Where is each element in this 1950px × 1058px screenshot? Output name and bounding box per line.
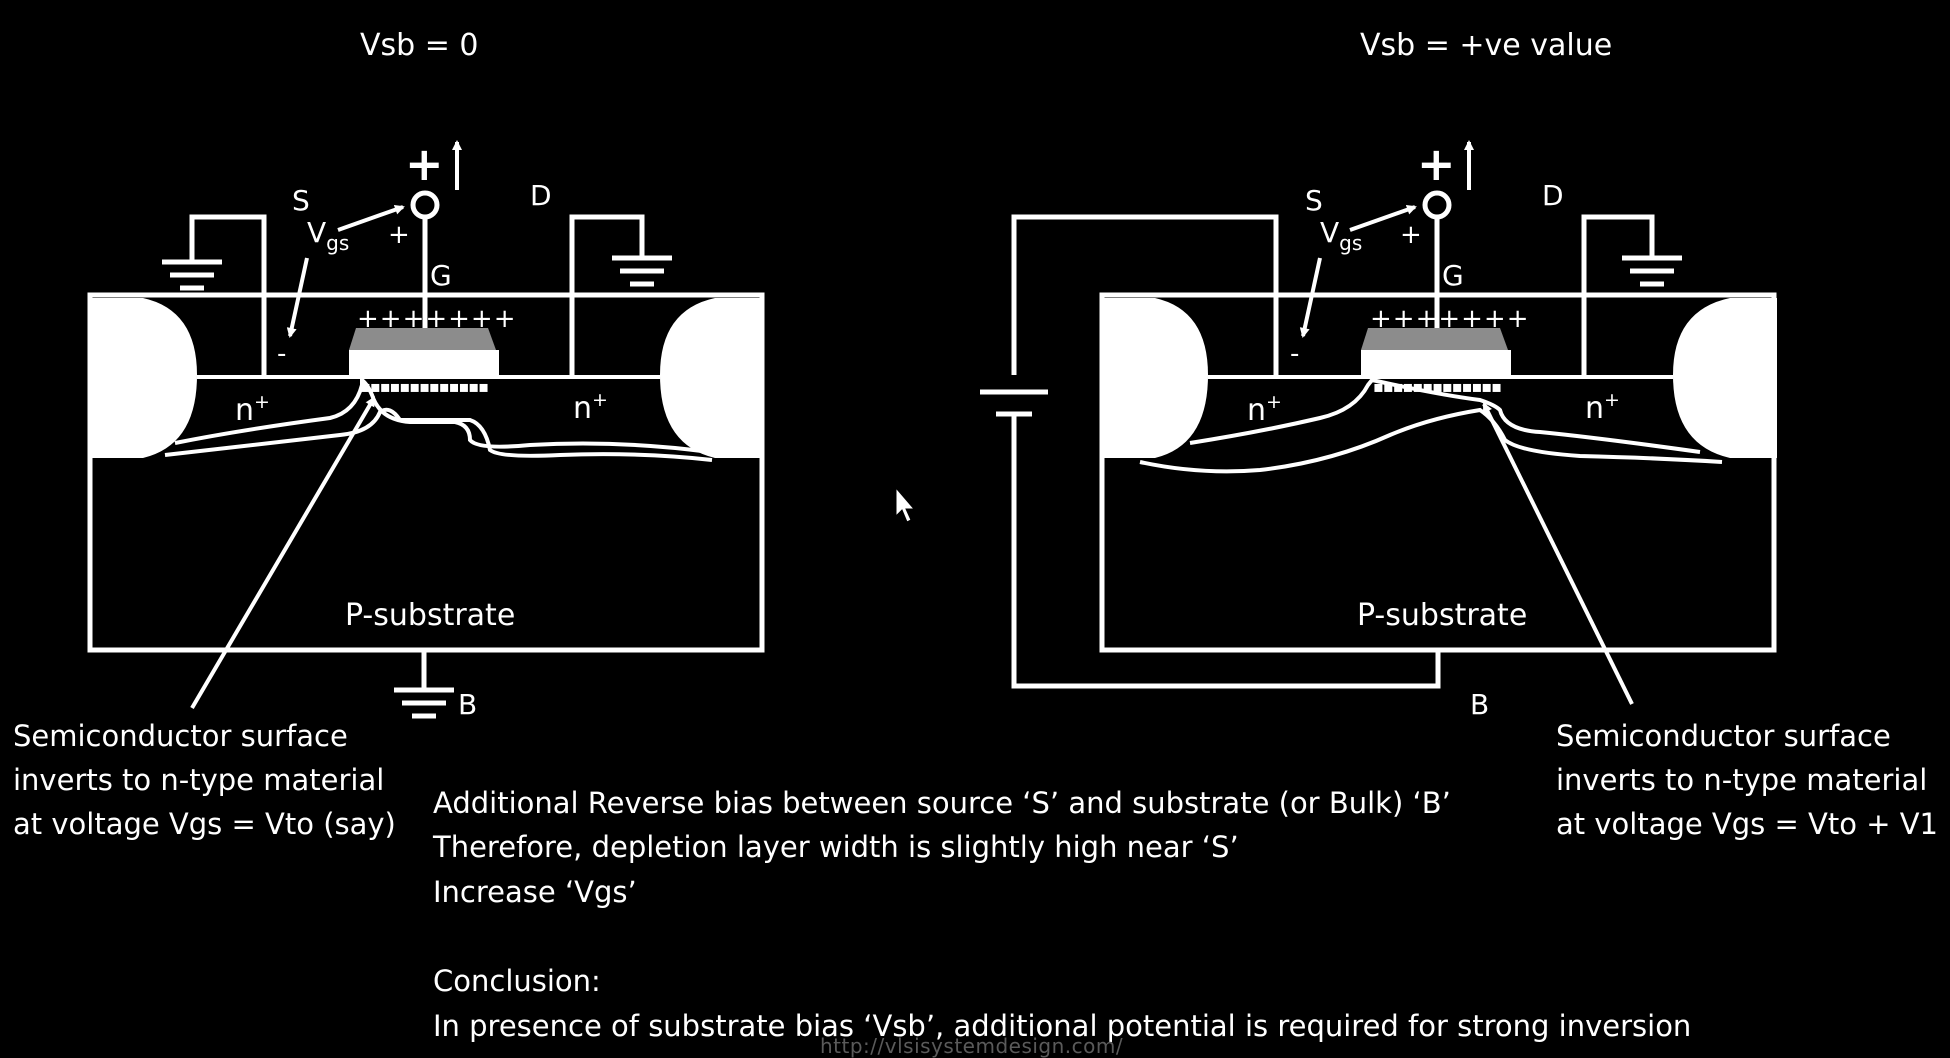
left-bulk-label: B — [458, 688, 477, 721]
right-gate-label: G — [1442, 259, 1464, 292]
right-gate-charges: +++++++ — [1370, 304, 1530, 334]
right-bulk-loop-wire — [1011, 414, 1441, 689]
right-annotation-arrow — [1482, 402, 1634, 705]
left-title: Vsb = 0 — [360, 28, 479, 63]
left-drain-wire — [569, 214, 645, 377]
left-vgs-arrow-gate — [337, 204, 405, 232]
left-vgs-arrow-source — [286, 257, 309, 338]
right-annotation-line-1: Semiconductor surface — [1556, 719, 1891, 753]
right-annotation-line-3: at voltage Vgs = Vto + V1 — [1556, 807, 1938, 841]
left-annotation-line-2: inverts to n-type material — [13, 763, 384, 797]
right-vgs-arrow-source — [1299, 257, 1322, 338]
left-annotation-line-1: Semiconductor surface — [13, 719, 348, 753]
left-source-label: S — [292, 184, 310, 217]
right-mosfet-diagram: Vsb = +ve value +++++++ ▪▪▪▪▪▪▪▪▪▪▪▪▪ + … — [980, 28, 1938, 841]
left-vgs-minus: - — [277, 339, 286, 369]
right-title: Vsb = +ve value — [1360, 28, 1612, 63]
right-drain-label: D — [1542, 179, 1564, 212]
right-vgs-arrow-gate — [1349, 204, 1417, 232]
right-source-label: S — [1305, 184, 1323, 217]
left-annotation-arrow — [190, 396, 376, 710]
right-vgs-minus: - — [1290, 339, 1299, 369]
right-depletion-outer — [1139, 407, 1723, 474]
left-gate-plus-big: + — [405, 137, 444, 191]
left-gate-label: G — [430, 259, 452, 292]
left-depletion-outer — [164, 407, 713, 462]
right-depletion-inner — [1189, 377, 1701, 454]
right-substrate-label: P-substrate — [1357, 598, 1527, 633]
left-annotation-line-3: at voltage Vgs = Vto (say) — [13, 807, 396, 841]
footer-url: http://vlsisystemdesign.com/ — [820, 1034, 1124, 1058]
left-gate-oxide — [349, 350, 499, 377]
right-channel-electrons: ▪▪▪▪▪▪▪▪▪▪▪▪▪ — [1373, 377, 1501, 396]
right-gate-plus-big: + — [1417, 137, 1456, 191]
right-n-plus-source: n+ — [1247, 391, 1282, 428]
left-substrate-label: P-substrate — [345, 598, 515, 633]
conclusion-heading: Conclusion: — [433, 964, 601, 998]
mouse-cursor-icon — [895, 486, 916, 523]
left-gate-terminal — [410, 190, 440, 220]
left-drain-label: D — [530, 179, 552, 212]
right-source-wire — [1011, 214, 1279, 377]
left-drain-ground-icon — [612, 255, 672, 287]
right-drain-ground-icon — [1622, 255, 1682, 287]
left-vgs-plus: + — [388, 220, 410, 250]
left-n-plus-drain: n+ — [573, 389, 608, 426]
right-vgs-label: Vgs — [1320, 216, 1362, 255]
explanation-line-1: Additional Reverse bias between source ‘… — [433, 786, 1451, 820]
left-vgs-label: Vgs — [307, 216, 349, 255]
left-source-ground-icon — [162, 259, 222, 291]
left-gate-metal — [349, 328, 496, 350]
explanation-line-2: Therefore, depletion layer width is slig… — [432, 830, 1239, 864]
right-drain-wire — [1581, 214, 1655, 377]
right-field-oxide-right — [1673, 298, 1777, 458]
right-battery-icon — [980, 389, 1048, 417]
left-source-wire — [189, 214, 267, 377]
left-field-oxide-left — [90, 298, 197, 458]
right-gate-oxide — [1361, 350, 1511, 377]
right-n-plus-drain: n+ — [1585, 389, 1620, 426]
conclusion-text: In presence of substrate bias ‘Vsb’, add… — [433, 1009, 1691, 1043]
left-n-plus-source: n+ — [235, 391, 270, 428]
right-bulk-label: B — [1470, 688, 1489, 721]
right-field-oxide-left — [1102, 298, 1208, 458]
left-mosfet-diagram: Vsb = 0 +++++++ ▪▪▪▪▪▪▪▪▪▪▪▪▪ + G S — [13, 28, 765, 841]
left-bulk-ground-icon — [394, 687, 454, 719]
left-depletion-inner — [174, 375, 711, 454]
left-channel-electrons: ▪▪▪▪▪▪▪▪▪▪▪▪▪ — [360, 377, 488, 396]
explanation-line-3: Increase ‘Vgs’ — [433, 875, 637, 909]
explanation-block: Additional Reverse bias between source ‘… — [432, 786, 1691, 1043]
right-vgs-plus: + — [1400, 220, 1422, 250]
right-gate-terminal — [1422, 190, 1452, 220]
left-gate-charges: +++++++ — [357, 304, 517, 334]
right-annotation-line-2: inverts to n-type material — [1556, 763, 1927, 797]
left-field-oxide-right — [660, 298, 762, 458]
right-gate-metal — [1361, 328, 1508, 350]
